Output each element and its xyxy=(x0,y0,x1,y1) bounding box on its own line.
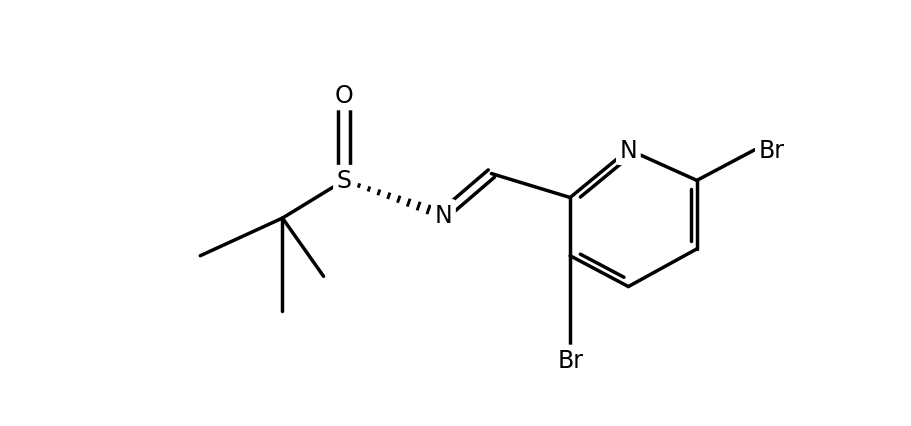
Text: O: O xyxy=(334,83,353,107)
Text: N: N xyxy=(619,138,637,162)
Text: Br: Br xyxy=(758,138,783,162)
Text: S: S xyxy=(336,169,352,193)
Text: N: N xyxy=(434,203,452,227)
Text: Br: Br xyxy=(557,348,582,372)
